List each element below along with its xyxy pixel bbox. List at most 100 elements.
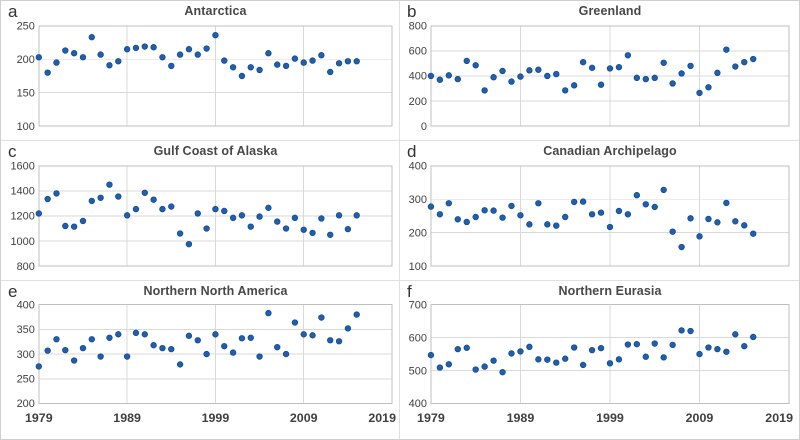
data-point — [651, 203, 658, 211]
data-point — [687, 62, 694, 70]
data-point — [517, 73, 524, 80]
data-point — [436, 211, 444, 218]
data-point — [454, 75, 461, 83]
data-point — [300, 226, 307, 233]
data-point — [335, 60, 343, 67]
data-point — [35, 363, 42, 370]
data-point — [508, 202, 515, 210]
data-point — [579, 361, 587, 369]
data-point — [203, 45, 210, 52]
data-point — [526, 221, 533, 228]
data-point — [454, 345, 461, 353]
data-point — [44, 347, 51, 354]
y-axis-tick-label: 150 — [17, 87, 35, 99]
data-point — [274, 344, 281, 351]
data-point — [615, 356, 623, 363]
data-point — [221, 343, 228, 350]
scatter-plot-northern-north-america: 200 250 300 350 400 1979 1989 1999 2009 2019 — [17, 299, 397, 425]
data-point — [535, 200, 542, 207]
data-point — [159, 54, 166, 61]
data-point — [427, 72, 435, 80]
data-point — [445, 200, 453, 207]
data-point — [535, 356, 542, 363]
data-point — [318, 215, 325, 222]
y-axis-tick-label: 600 — [409, 46, 427, 58]
data-point — [436, 364, 444, 371]
data-point — [454, 216, 461, 223]
data-point — [562, 87, 569, 94]
data-point — [714, 69, 721, 77]
data-point — [274, 61, 281, 68]
chart-panel-northern-eurasia: f Northern Eurasia 400 500 600 700 1979 1989 1… — [400, 281, 799, 439]
data-point — [256, 353, 263, 360]
panel-letter-a: a — [8, 2, 18, 21]
y-axis-tick-label: 400 — [409, 161, 427, 173]
scatter-plot-northern-eurasia: 400 500 600 700 1979 1989 1999 2009 2019 — [409, 299, 793, 425]
data-point — [508, 78, 515, 85]
data-point — [300, 59, 307, 66]
data-point — [300, 331, 307, 338]
data-point — [247, 223, 254, 230]
data-point — [229, 64, 237, 71]
data-point — [185, 46, 193, 53]
data-point — [633, 341, 641, 348]
data-point — [291, 319, 299, 326]
data-point — [123, 212, 131, 219]
data-point — [642, 75, 649, 83]
data-point — [624, 341, 632, 348]
data-point — [35, 210, 42, 217]
data-point — [150, 196, 157, 203]
data-point — [472, 213, 479, 221]
data-point — [732, 331, 739, 338]
data-point — [615, 64, 623, 71]
data-point — [318, 314, 325, 321]
data-point — [705, 215, 712, 223]
y-axis-tick-label: 1600 — [10, 161, 34, 173]
data-point — [123, 353, 131, 360]
data-point — [194, 210, 201, 217]
data-point — [79, 217, 87, 225]
data-point — [318, 52, 325, 59]
data-point — [97, 51, 104, 58]
panel-letter-d: d — [407, 142, 417, 161]
y-axis-tick-label: 0 — [421, 121, 427, 133]
data-point — [597, 209, 605, 216]
data-point — [660, 186, 667, 194]
data-point — [176, 230, 184, 237]
data-point — [544, 72, 551, 80]
data-point — [265, 204, 272, 211]
data-point — [687, 327, 694, 335]
data-point — [705, 84, 712, 91]
data-point — [606, 360, 614, 367]
data-point — [481, 207, 488, 214]
data-point — [517, 348, 524, 355]
data-point — [615, 207, 623, 215]
data-point — [256, 66, 263, 74]
y-axis-tick-label: 600 — [409, 332, 427, 344]
data-point — [291, 214, 299, 222]
data-point — [309, 229, 316, 237]
data-point — [150, 342, 157, 349]
data-point — [35, 54, 42, 61]
y-axis-tick-label: 400 — [409, 71, 427, 83]
panel-title-canadian-archipelago: Canadian Archipelago — [543, 144, 677, 158]
data-point — [490, 357, 497, 364]
data-point — [309, 57, 316, 64]
data-point — [327, 68, 334, 76]
x-axis-tick-label: 2019 — [765, 411, 793, 425]
x-axis-tick-label: 1979 — [417, 411, 445, 425]
data-point — [669, 341, 676, 349]
data-point — [88, 34, 95, 41]
y-axis-tick-label: 100 — [409, 261, 427, 273]
plot-area-border — [38, 25, 393, 127]
data-point — [562, 213, 569, 221]
data-point — [669, 228, 676, 235]
data-point — [570, 344, 578, 351]
data-point — [106, 181, 113, 188]
x-axis-tick-label: 1989 — [507, 411, 535, 425]
y-axis-tick-label: 400 — [409, 398, 427, 410]
data-point — [606, 223, 614, 231]
data-point — [750, 230, 757, 237]
data-point — [70, 357, 78, 364]
